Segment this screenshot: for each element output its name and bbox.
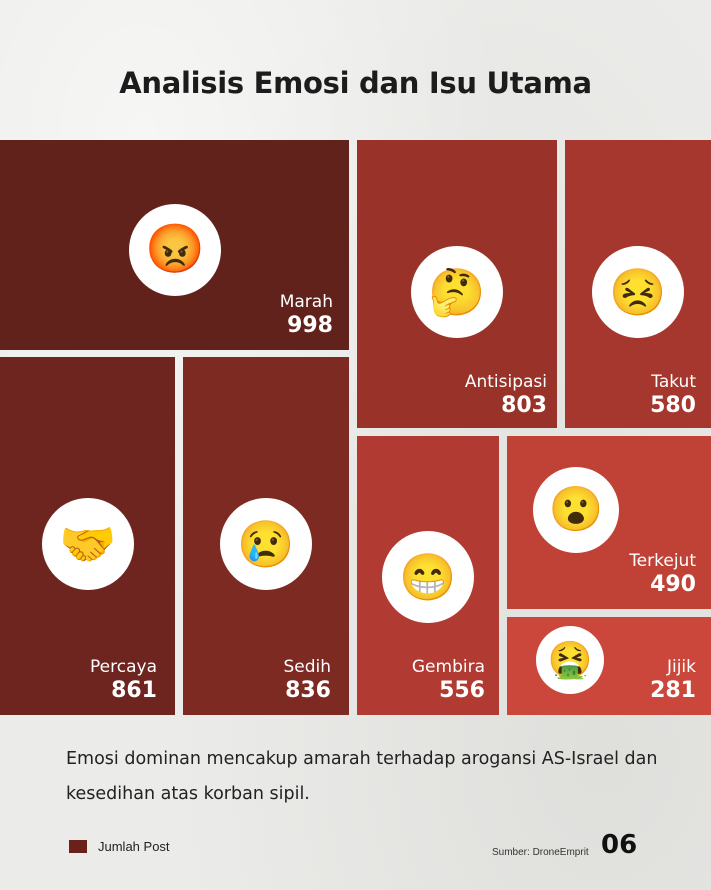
page-number: 06 [601,830,638,860]
emotion-name: Antisipasi [464,372,547,392]
emotion-value: 861 [111,678,157,703]
badge: 😣 [592,246,684,338]
emotion-name: Sedih [283,657,331,677]
crying-face-icon: 😢 [237,518,295,570]
angry-face-icon: 😡 [145,223,205,276]
tile-label: Percaya 861 [90,657,157,703]
emotion-value: 490 [650,572,696,597]
emotion-value: 998 [287,313,333,338]
tile-gembira: 😁 Gembira 556 [357,436,499,715]
emotion-value: 803 [501,393,547,418]
emotion-name: Takut [651,372,696,392]
emotion-value: 556 [439,678,485,703]
legend-label: Jumlah Post [98,839,170,854]
tile-label: Terkejut 490 [629,551,696,597]
tile-jijik: 🤮 Jijik 281 [507,617,711,715]
caption-text: Emosi dominan mencakup amarah terhadap a… [66,749,658,804]
vomiting-face-icon: 🤮 [547,639,593,680]
emotion-name: Marah [279,292,333,312]
grinning-face-icon: 😁 [399,551,457,603]
badge: 😮 [533,467,619,553]
tile-terkejut: 😮 Terkejut 490 [507,436,711,609]
badge: 😁 [382,531,474,623]
page-title: Analisis Emosi dan Isu Utama [119,66,592,100]
tile-takut: 😣 Takut 580 [565,140,711,428]
emotion-name: Jijik [666,657,696,677]
tile-label: Takut 580 [650,372,696,418]
source-text: Sumber: DroneEmprit [492,847,589,858]
emotion-value: 836 [285,678,331,703]
tile-label: Sedih 836 [283,657,331,703]
badge: 🤮 [536,626,604,694]
tile-label: Antisipasi 803 [465,372,547,418]
legend: Jumlah Post [69,839,170,854]
surprised-face-icon: 😮 [548,485,604,534]
tile-marah: 😡 Marah 998 [0,140,349,350]
badge: 😡 [129,204,221,296]
emotion-name: Percaya [90,657,157,677]
legend-swatch [69,840,87,853]
persevering-face-icon: 😣 [609,266,667,318]
tile-percaya: 🤝 Percaya 861 [0,357,175,715]
badge: 🤔 [411,246,503,338]
emotion-value: 281 [650,678,696,703]
tile-sedih: 😢 Sedih 836 [183,357,349,715]
tile-label: Jijik 281 [650,657,696,703]
emotion-name: Gembira [411,657,485,677]
badge: 🤝 [42,498,134,590]
tile-antisipasi: 🤔 Antisipasi 803 [357,140,557,428]
handshake-icon: 🤝 [59,518,117,570]
emotion-name: Terkejut [629,551,696,571]
thinking-face-icon: 🤔 [428,266,486,318]
tile-label: Marah 998 [280,292,333,338]
badge: 😢 [220,498,312,590]
emotion-value: 580 [650,393,696,418]
tile-label: Gembira 556 [412,657,485,703]
